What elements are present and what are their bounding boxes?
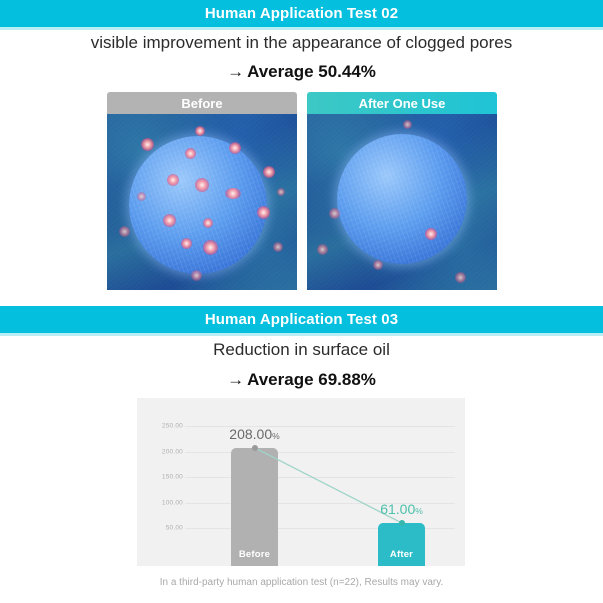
arrow-icon: → [227,62,245,81]
test-02-average: → Average 50.44% [0,62,603,82]
pore-spot [329,208,340,219]
uv-photo-after [307,114,497,290]
panel-before: Before [107,92,297,290]
pore-spot [191,270,202,281]
pore-spot [225,188,241,199]
section-banner-test-02: Human Application Test 02 [0,0,603,27]
pore-spot [119,226,130,237]
chart-y-axis-tick: 100.00 [161,499,183,507]
before-after-panels: Before [107,92,497,290]
test-03-average: → Average 69.88% [0,370,603,390]
pore-spot [195,178,209,192]
pore-spot [181,238,192,249]
pore-spot [257,206,270,219]
disc-texture [129,136,267,274]
pore-spot [273,242,283,252]
pore-spot [403,120,412,129]
banner-underline [0,333,603,336]
skin-disc [129,136,267,274]
chart-value-number: 208.00 [229,425,273,442]
chart-y-axis-tick: 200.00 [161,448,183,456]
pore-spot [425,228,437,240]
banner-underline [0,27,603,30]
test-02-subtitle: visible improvement in the appearance of… [90,33,513,52]
chart-gridline [185,477,455,479]
pore-spot [185,148,196,159]
chart-gridline [185,426,455,428]
panel-after: After One Use [307,92,497,290]
chart-plot-area: 250.00 200.00 150.00 100.00 50.00 Before After… [137,398,465,566]
pore-spot [277,188,285,196]
disc-texture [337,134,467,264]
panel-before-caption: Before [107,92,297,114]
chart-value-label-before: 208.00% [229,426,279,442]
banner-title: Human Application Test 02 [204,5,399,22]
pore-spot [141,138,154,151]
chart-bar-after: After [378,522,425,566]
test-02-average-text: Average 50.44% [247,62,376,81]
uv-photo-before [107,114,297,290]
chart-gridline [185,502,455,504]
chart-footnote: In a third-party human application test … [159,577,444,588]
chart-value-number: 61.00 [380,500,416,517]
pore-spot [229,142,241,154]
chart-y-axis-tick: 50.00 [165,524,183,532]
test-03-average-text: Average 69.88% [247,370,376,389]
chart-data-point-before [251,444,258,451]
pore-spot [203,240,218,255]
pore-spot [163,214,176,227]
pore-spot [195,126,205,136]
chart-bar-label: After [389,549,414,560]
chart-gridline [185,528,455,530]
chart-value-unit: % [415,505,423,516]
pore-spot [203,218,213,228]
chart-value-unit: % [272,430,280,441]
pore-spot [373,260,383,270]
skin-disc [337,134,467,264]
chart-gridline [185,451,455,453]
pore-spot [167,174,179,186]
chart-value-label-after: 61.00% [380,501,423,517]
pore-spot [317,244,328,255]
surface-oil-bar-chart: 250.00 200.00 150.00 100.00 50.00 Before After… [137,398,465,566]
chart-data-point-after [398,519,405,526]
banner-title: Human Application Test 03 [204,311,399,328]
panel-after-caption: After One Use [307,92,497,114]
chart-y-axis-tick: 150.00 [161,473,183,481]
pore-spot [455,272,466,283]
chart-bar-label: Before [238,549,271,560]
pore-spot [137,192,146,201]
chart-bar-before: Before [231,447,278,566]
arrow-icon: → [227,370,245,389]
chart-y-axis-tick: 250.00 [161,422,183,430]
section-banner-test-03: Human Application Test 03 [0,306,603,333]
chart-trend-line [254,447,402,524]
test-03-subtitle: Reduction in surface oil [213,340,390,359]
pore-spot [263,166,275,178]
